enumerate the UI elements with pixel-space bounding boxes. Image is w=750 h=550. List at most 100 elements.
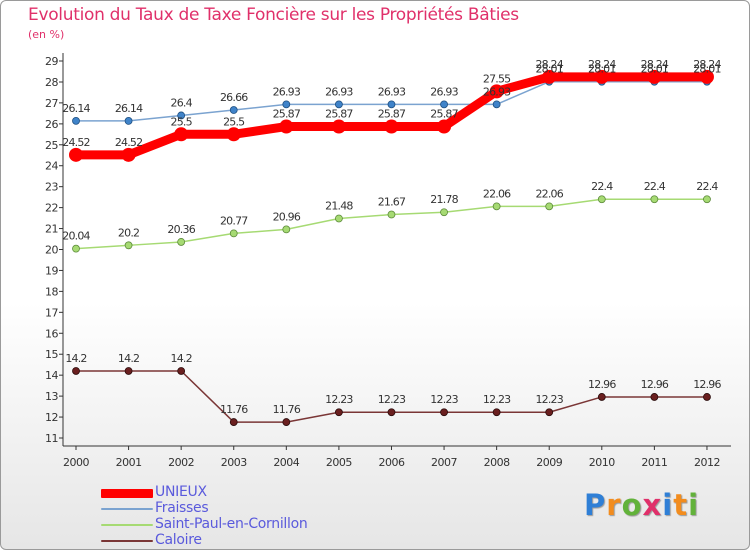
logo-letter: x: [642, 488, 663, 522]
data-point-fraisses: [334, 100, 343, 109]
data-label-caloire: 14.2: [118, 352, 139, 365]
y-tick-label: 29: [45, 55, 58, 68]
data-point-saint-paul-en-cornillon: [334, 214, 343, 223]
data-point-unieux: [384, 119, 399, 134]
chart-title: Evolution du Taux de Taxe Foncière sur l…: [28, 5, 519, 25]
x-tick-label: 2003: [221, 456, 247, 469]
legend-swatch-saint-paul: [101, 524, 153, 526]
data-point-unieux: [489, 84, 504, 99]
data-point-caloire: [282, 418, 291, 426]
data-point-caloire: [597, 393, 606, 401]
data-label-unieux: 25.87: [430, 108, 458, 121]
data-label-unieux: 24.52: [115, 136, 143, 149]
x-tick-label: 2004: [273, 456, 299, 469]
x-tick-label: 2005: [326, 456, 352, 469]
data-point-caloire: [492, 408, 501, 417]
data-point-fraisses: [72, 117, 80, 125]
logo-letter: t: [673, 488, 689, 522]
data-label-saint-paul-en-cornillon: 20.96: [273, 210, 301, 223]
legend-item-fraisses: Fraisses: [101, 500, 401, 517]
data-label-fraisses: 26.14: [62, 102, 90, 115]
data-point-unieux: [121, 147, 136, 162]
x-tick-label: 2012: [694, 456, 720, 469]
data-label-saint-paul-en-cornillon: 22.4: [644, 180, 666, 193]
data-point-saint-paul-en-cornillon: [545, 202, 554, 211]
y-tick-label: 12: [45, 411, 58, 424]
logo-letter: i: [662, 488, 674, 522]
x-tick-label: 2006: [378, 456, 404, 469]
data-label-saint-paul-en-cornillon: 21.67: [378, 196, 406, 209]
y-tick-label: 14: [45, 369, 58, 382]
x-tick-label: 2001: [116, 456, 142, 469]
legend-label-fraisses: Fraisses: [155, 500, 209, 516]
y-tick-label: 23: [45, 181, 58, 194]
y-tick-label: 21: [45, 223, 58, 236]
data-point-caloire: [650, 393, 659, 401]
legend-label-saint-paul: Saint-Paul-en-Cornillon: [155, 516, 308, 532]
data-label-saint-paul-en-cornillon: 22.06: [535, 187, 563, 200]
data-label-caloire: 12.23: [535, 393, 563, 406]
data-label-unieux: 27.55: [483, 72, 511, 85]
data-label-fraisses: 28.01: [693, 63, 721, 76]
data-point-fraisses: [229, 106, 238, 114]
legend-item-unieux: UNIEUX: [101, 484, 401, 501]
data-point-unieux: [699, 69, 714, 84]
data-point-caloire: [72, 367, 80, 375]
y-tick-label: 19: [45, 264, 58, 277]
y-tick-label: 13: [45, 390, 58, 403]
data-label-saint-paul-en-cornillon: 21.48: [325, 200, 353, 213]
legend: UNIEUX Fraisses Saint-Paul-en-Cornillon …: [101, 484, 401, 549]
data-point-caloire: [387, 408, 396, 417]
data-label-unieux: 28.24: [641, 58, 669, 71]
data-label-unieux: 25.87: [273, 108, 301, 121]
data-label-unieux: 24.52: [62, 136, 90, 149]
y-tick-label: 11: [45, 432, 58, 445]
data-point-saint-paul-en-cornillon: [124, 241, 133, 250]
data-point-unieux: [594, 69, 609, 84]
data-label-fraisses: 26.93: [430, 85, 458, 98]
data-point-caloire: [124, 367, 133, 375]
y-tick-label: 22: [45, 202, 58, 215]
logo-letter: o: [621, 488, 643, 522]
data-label-saint-paul-en-cornillon: 20.77: [220, 214, 248, 227]
data-label-caloire: 14.2: [171, 352, 192, 365]
data-label-fraisses: 26.14: [115, 102, 143, 115]
legend-item-caloire: Caloire: [101, 532, 401, 549]
data-label-caloire: 12.96: [641, 378, 669, 391]
y-tick-label: 18: [45, 285, 58, 298]
x-tick-label: 2010: [589, 456, 615, 469]
data-point-caloire: [177, 367, 186, 375]
data-point-fraisses: [387, 100, 396, 109]
data-label-unieux: 28.24: [588, 58, 616, 71]
y-tick-label: 15: [45, 348, 58, 361]
x-tick-label: 2002: [168, 456, 194, 469]
data-point-caloire: [334, 408, 343, 417]
data-label-fraisses: 26.4: [171, 96, 193, 109]
data-point-unieux: [279, 119, 294, 134]
data-label-fraisses: 26.93: [325, 85, 353, 98]
data-label-saint-paul-en-cornillon: 20.36: [167, 223, 195, 236]
y-tick-label: 24: [45, 160, 58, 173]
data-point-saint-paul-en-cornillon: [229, 229, 238, 238]
data-point-caloire: [703, 393, 711, 401]
data-point-unieux: [226, 127, 241, 142]
data-point-saint-paul-en-cornillon: [282, 225, 291, 234]
legend-swatch-unieux: [101, 489, 153, 498]
data-label-saint-paul-en-cornillon: 22.06: [483, 187, 511, 200]
data-label-unieux: 25.5: [171, 115, 193, 128]
data-label-caloire: 14.2: [65, 352, 86, 365]
data-point-fraisses: [492, 100, 501, 109]
data-point-caloire: [229, 418, 238, 426]
data-point-saint-paul-en-cornillon: [492, 202, 501, 211]
data-point-unieux: [174, 127, 189, 142]
data-label-unieux: 25.87: [325, 108, 353, 121]
y-tick-label: 25: [45, 139, 58, 152]
x-tick-label: 2008: [484, 456, 510, 469]
data-point-fraisses: [177, 111, 186, 120]
x-tick-label: 2000: [63, 456, 89, 469]
data-label-saint-paul-en-cornillon: 22.4: [591, 180, 613, 193]
logo-letter: i: [688, 488, 700, 522]
data-label-fraisses: 28.01: [535, 63, 563, 76]
